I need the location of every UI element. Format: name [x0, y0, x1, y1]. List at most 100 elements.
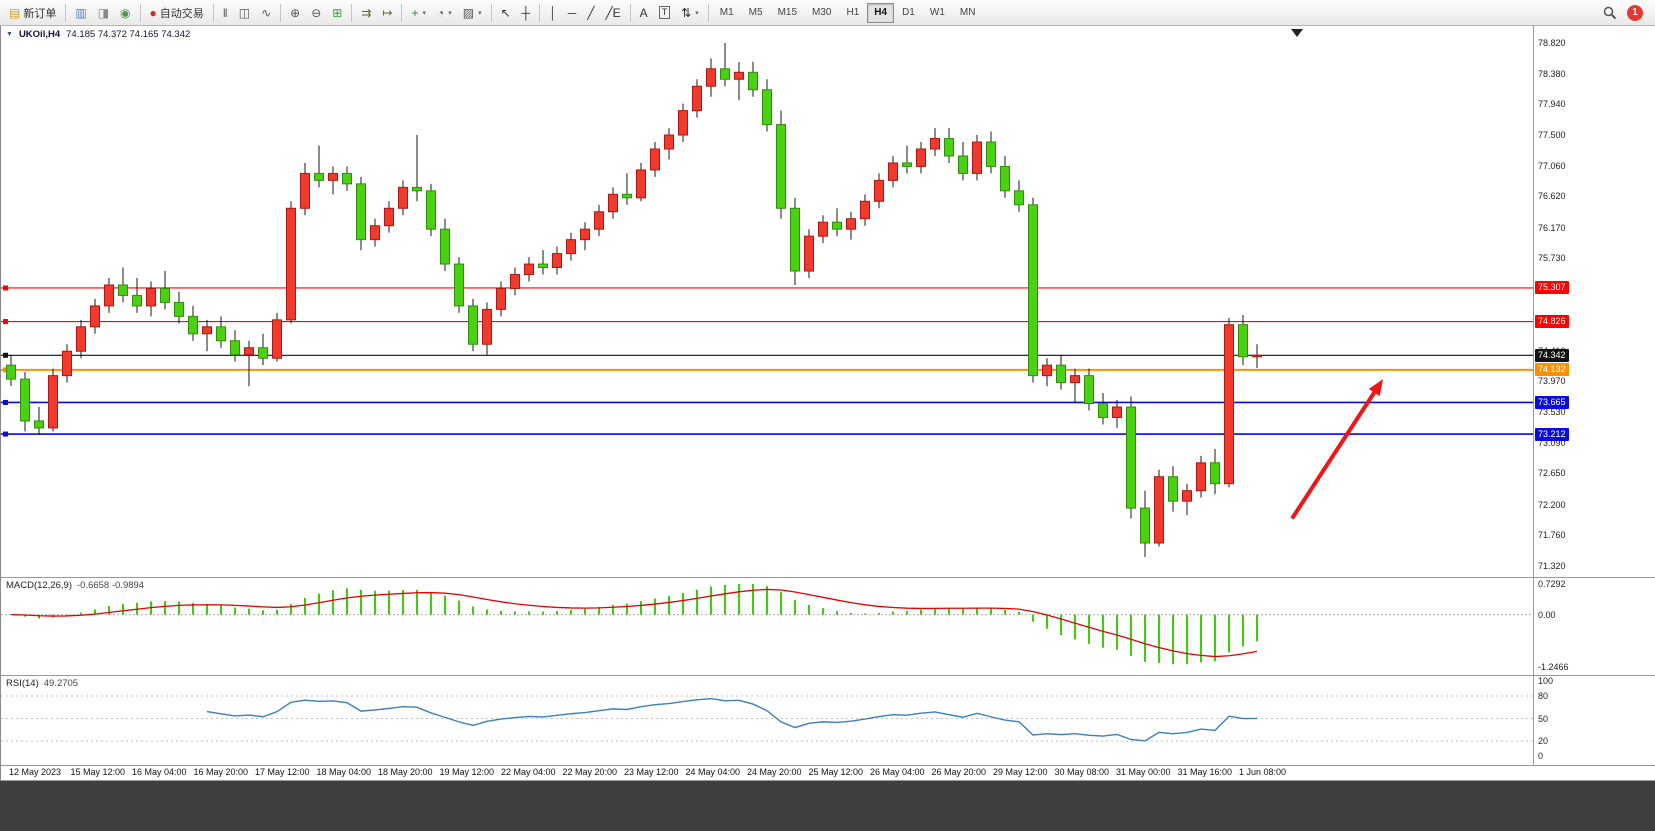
search-button[interactable]	[1603, 6, 1617, 20]
arrow-annotation-head[interactable]	[1368, 379, 1383, 397]
candle	[622, 193, 632, 199]
dropdown-caret-icon[interactable]: ▾	[478, 9, 482, 17]
candle	[776, 124, 786, 209]
toolbar-divider	[280, 3, 282, 22]
charts-icon-button[interactable]: ▥	[70, 3, 91, 23]
dropdown-caret-icon[interactable]: ▾	[695, 9, 699, 17]
equidistant-channel-icon: ╱E	[605, 5, 621, 20]
arrow-annotation[interactable]	[1290, 391, 1376, 520]
candle	[552, 253, 562, 269]
main-toolbar: ▤ 新订单 ▥ ◨ ◉ ● 自动交易 ‖ ◫ ∿ ⊕ ⊖ ⊞ ⇉ ↦ + ▾ ◔ ▾ ▨ ▾ ↖ ┼ │ ─ ╱ ╱E A T ⇅ ▾ M1 M…	[0, 0, 1655, 26]
line-handle[interactable]	[3, 319, 8, 325]
macd-tick: -1.2466	[1538, 662, 1569, 672]
price-tick: 78.380	[1538, 68, 1566, 79]
macd-panel[interactable]: MACD(12,26,9) -0.6658 -0.9894	[1, 578, 1533, 675]
toolbar-buttons: ▤ 新订单 ▥ ◨ ◉ ● 自动交易 ‖ ◫ ∿ ⊕ ⊖ ⊞ ⇉ ↦ + ▾ ◔ ▾ ▨ ▾ ↖ ┼ │ ─ ╱ ╱E A T ⇅ ▾ M1 M…	[4, 2, 982, 23]
candle	[1238, 324, 1248, 358]
sound-icon-button[interactable]: ◨	[93, 3, 114, 23]
toolbar-divider	[707, 3, 709, 22]
autotrading-button-label: 自动交易	[159, 7, 204, 20]
candle	[1154, 476, 1164, 544]
candlestick-chart-button[interactable]: ◫	[234, 3, 255, 23]
candle	[692, 85, 702, 112]
price-level-badge: 74.132	[1535, 363, 1569, 377]
rsi-panel[interactable]: RSI(14) 49.2705	[1, 676, 1533, 765]
candle	[916, 148, 926, 167]
trendline-button[interactable]: ╱	[582, 3, 599, 23]
price-tick: 71.760	[1538, 530, 1566, 541]
auto-scroll-icon: ⇉	[361, 5, 372, 20]
timeframe-m15[interactable]: M15	[777, 7, 798, 18]
candle	[1224, 324, 1234, 485]
toolbar-divider	[65, 3, 67, 22]
candle	[76, 326, 86, 352]
price-tick: 77.060	[1538, 160, 1566, 171]
periods-button[interactable]: ◔ ▾	[432, 3, 457, 23]
community-icon-button[interactable]: ◉	[115, 3, 135, 23]
chart-menu-icon[interactable]: ▼	[6, 31, 13, 38]
line-handle[interactable]	[3, 431, 8, 437]
timeframe-m1[interactable]: M1	[719, 7, 734, 18]
timeframe-h4[interactable]: H4	[867, 2, 895, 23]
line-chart-button[interactable]: ∿	[256, 3, 276, 23]
timeframe-m5[interactable]: M5	[748, 7, 763, 18]
auto-scroll-button[interactable]: ⇉	[356, 3, 376, 23]
time-label: 18 May 20:00	[378, 767, 433, 777]
price-axis[interactable]: 78.820 78.380 77.940 77.500 77.060 76.620 76.1…	[1533, 26, 1655, 577]
arrows-button[interactable]: ⇅ ▾	[676, 3, 704, 23]
text-button[interactable]: A	[635, 3, 653, 23]
candle	[1084, 375, 1094, 405]
line-handle[interactable]	[3, 285, 8, 291]
horizontal-line-button[interactable]: ─	[563, 3, 582, 23]
chart-shift-button[interactable]: ↦	[377, 3, 397, 23]
line-handle[interactable]	[3, 352, 8, 358]
zoom-out-button[interactable]: ⊖	[306, 3, 326, 23]
new-order-button[interactable]: ▤ 新订单	[4, 3, 61, 23]
dropdown-caret-icon[interactable]: ▾	[448, 9, 452, 17]
timeframe-mn[interactable]: MN	[959, 7, 976, 18]
timeframe-d1[interactable]: D1	[902, 7, 915, 18]
vertical-line-button[interactable]: │	[544, 3, 562, 23]
candle	[888, 162, 898, 181]
candle	[972, 141, 982, 174]
candle	[286, 207, 296, 321]
zoom-in-button[interactable]: ⊕	[285, 3, 305, 23]
candle	[538, 263, 548, 269]
line-handle[interactable]	[3, 399, 8, 405]
timeframe-h1[interactable]: H1	[846, 7, 860, 18]
autotrading-button[interactable]: ● 自动交易	[145, 3, 209, 23]
candle	[860, 200, 870, 220]
time-axis[interactable]: 12 May 2023 15 May 12:00 16 May 04:00 16 Ma…	[1, 766, 1655, 781]
macd-axis[interactable]: 0.7292 0.00 -1.2466	[1533, 578, 1655, 675]
rsi-axis[interactable]: 100 80 50 20 0	[1533, 676, 1655, 765]
vertical-line-icon: │	[549, 5, 557, 20]
notification-badge[interactable]: 1	[1627, 4, 1643, 21]
new-chart-button[interactable]: + ▾	[406, 3, 431, 23]
sound-icon-icon: ◨	[97, 5, 110, 20]
price-chart[interactable]: ▼ UKOil,H4 74.185 74.372 74.165 74.342	[1, 26, 1533, 577]
tile-windows-icon: ⊞	[332, 5, 343, 20]
time-label: 17 May 12:00	[255, 767, 310, 777]
timeframe-w1[interactable]: W1	[929, 7, 945, 18]
equidistant-channel-button[interactable]: ╱E	[600, 3, 625, 23]
rsi-line	[206, 697, 1258, 742]
candle	[1182, 490, 1192, 502]
timeframe-m30[interactable]: M30	[812, 7, 832, 18]
time-label: 30 May 08:00	[1054, 767, 1110, 777]
crosshair-button[interactable]: ┼	[517, 3, 536, 23]
time-label: 24 May 04:00	[685, 767, 741, 777]
text-label-button[interactable]: T	[654, 3, 676, 23]
tile-windows-button[interactable]: ⊞	[327, 3, 347, 23]
candle	[1210, 462, 1220, 485]
cursor-button[interactable]: ↖	[496, 3, 516, 23]
chart-shift-marker[interactable]	[1291, 29, 1303, 37]
price-chart-canvas[interactable]	[1, 26, 1533, 577]
candle	[818, 221, 828, 237]
line-handle[interactable]	[3, 367, 8, 373]
text-label-icon: T	[658, 6, 671, 19]
dropdown-caret-icon[interactable]: ▾	[422, 9, 426, 17]
templates-button[interactable]: ▨ ▾	[458, 3, 487, 23]
candle	[1196, 462, 1206, 492]
rsi-tick: 100	[1538, 676, 1554, 686]
bar-chart-button[interactable]: ‖	[218, 3, 233, 23]
